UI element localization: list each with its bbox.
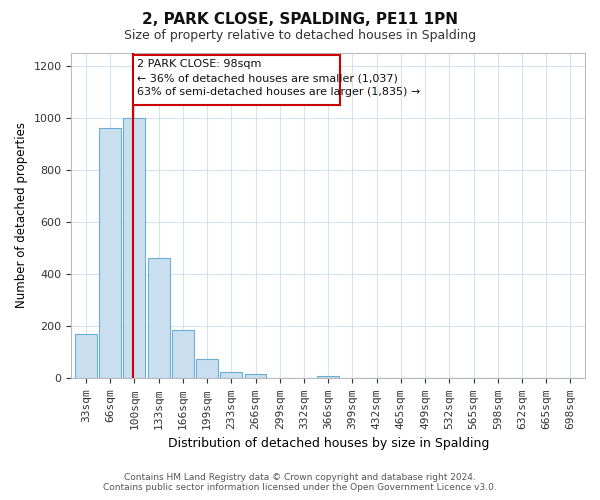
Text: Size of property relative to detached houses in Spalding: Size of property relative to detached ho… [124, 29, 476, 42]
Bar [196, 359, 218, 378]
Bar [245, 374, 266, 378]
Bar [99, 128, 121, 378]
X-axis label: Distribution of detached houses by size in Spalding: Distribution of detached houses by size … [167, 437, 489, 450]
Bar [220, 372, 242, 378]
FancyBboxPatch shape [133, 55, 340, 104]
Text: 2 PARK CLOSE: 98sqm
← 36% of detached houses are smaller (1,037)
63% of semi-det: 2 PARK CLOSE: 98sqm ← 36% of detached ho… [137, 59, 420, 97]
Text: 2, PARK CLOSE, SPALDING, PE11 1PN: 2, PARK CLOSE, SPALDING, PE11 1PN [142, 12, 458, 28]
Bar [148, 258, 170, 378]
Bar [317, 376, 339, 378]
Text: Contains HM Land Registry data © Crown copyright and database right 2024.
Contai: Contains HM Land Registry data © Crown c… [103, 473, 497, 492]
Bar [75, 334, 97, 378]
Y-axis label: Number of detached properties: Number of detached properties [15, 122, 28, 308]
Bar [172, 330, 194, 378]
Bar [124, 118, 145, 378]
